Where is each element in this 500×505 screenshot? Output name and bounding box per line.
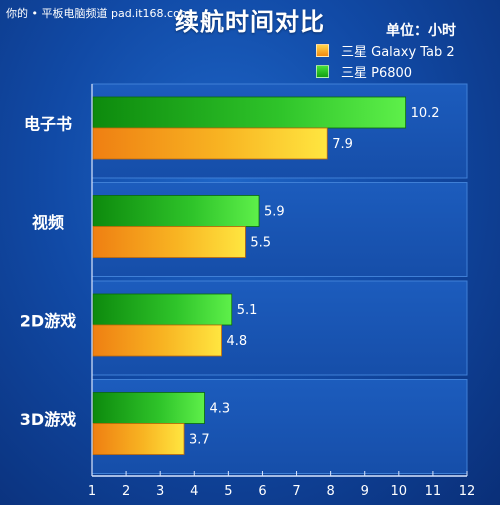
bar-value-label: 10.2	[411, 106, 440, 121]
bar-galaxy-tab-2	[92, 324, 222, 357]
x-tick-label: 5	[224, 484, 232, 499]
x-tick-label: 2	[122, 484, 130, 499]
chart-title: 续航时间对比	[175, 8, 325, 36]
bar-value-label: 7.9	[332, 137, 353, 152]
x-tick-label: 4	[190, 484, 198, 499]
bar-value-label: 3.7	[189, 433, 210, 448]
bar-p6800	[92, 195, 260, 227]
bar-value-label: 5.5	[250, 236, 271, 251]
bar-p6800	[92, 96, 407, 129]
x-tick-label: 12	[459, 484, 476, 499]
bar-value-label: 4.8	[227, 334, 248, 349]
legend-swatch-p6800	[316, 65, 329, 78]
category-label: 电子书	[24, 115, 72, 134]
bar-galaxy-tab-2	[92, 127, 328, 160]
x-tick-label: 1	[88, 484, 96, 499]
watermark: 你的 • 平板电脑频道 pad.it168.com	[6, 7, 191, 20]
unit-label: 单位：小时	[386, 23, 456, 39]
category-label: 3D游戏	[20, 410, 76, 429]
bar-value-label: 4.3	[210, 402, 231, 417]
bar-value-label: 5.1	[237, 303, 258, 318]
x-tick-label: 11	[425, 484, 442, 499]
x-tick-label: 7	[292, 484, 300, 499]
legend: 三星 Galaxy Tab 2 三星 P6800	[316, 40, 455, 82]
bars	[92, 96, 407, 455]
x-tick-label: 6	[258, 484, 266, 499]
x-tick-label: 9	[361, 484, 369, 499]
x-tick-label: 3	[156, 484, 164, 499]
legend-label-p6800: 三星 P6800	[341, 66, 413, 81]
legend-swatch-galaxy-tab-2	[316, 44, 329, 57]
legend-item-galaxy-tab-2: 三星 Galaxy Tab 2	[316, 40, 455, 61]
bar-galaxy-tab-2	[92, 423, 185, 455]
category-label: 2D游戏	[20, 312, 76, 331]
category-label: 视频	[32, 213, 64, 232]
bar-value-label: 5.9	[264, 205, 285, 220]
x-tick-label: 8	[326, 484, 334, 499]
bar-p6800	[92, 293, 233, 326]
labels: 电子书 10.2 7.9 视频 5.9 5.5 2D游戏 5.1 4.8 3D游戏 4.3 3.7	[20, 106, 440, 448]
legend-item-p6800: 三星 P6800	[316, 61, 455, 82]
bar-p6800	[92, 392, 205, 424]
legend-label-galaxy-tab-2: 三星 Galaxy Tab 2	[341, 45, 455, 60]
bar-galaxy-tab-2	[92, 226, 246, 258]
x-tick-label: 10	[391, 484, 408, 499]
x-axis: 1 2 3 4 5 6 7 8 9 10 11 12	[88, 84, 475, 499]
